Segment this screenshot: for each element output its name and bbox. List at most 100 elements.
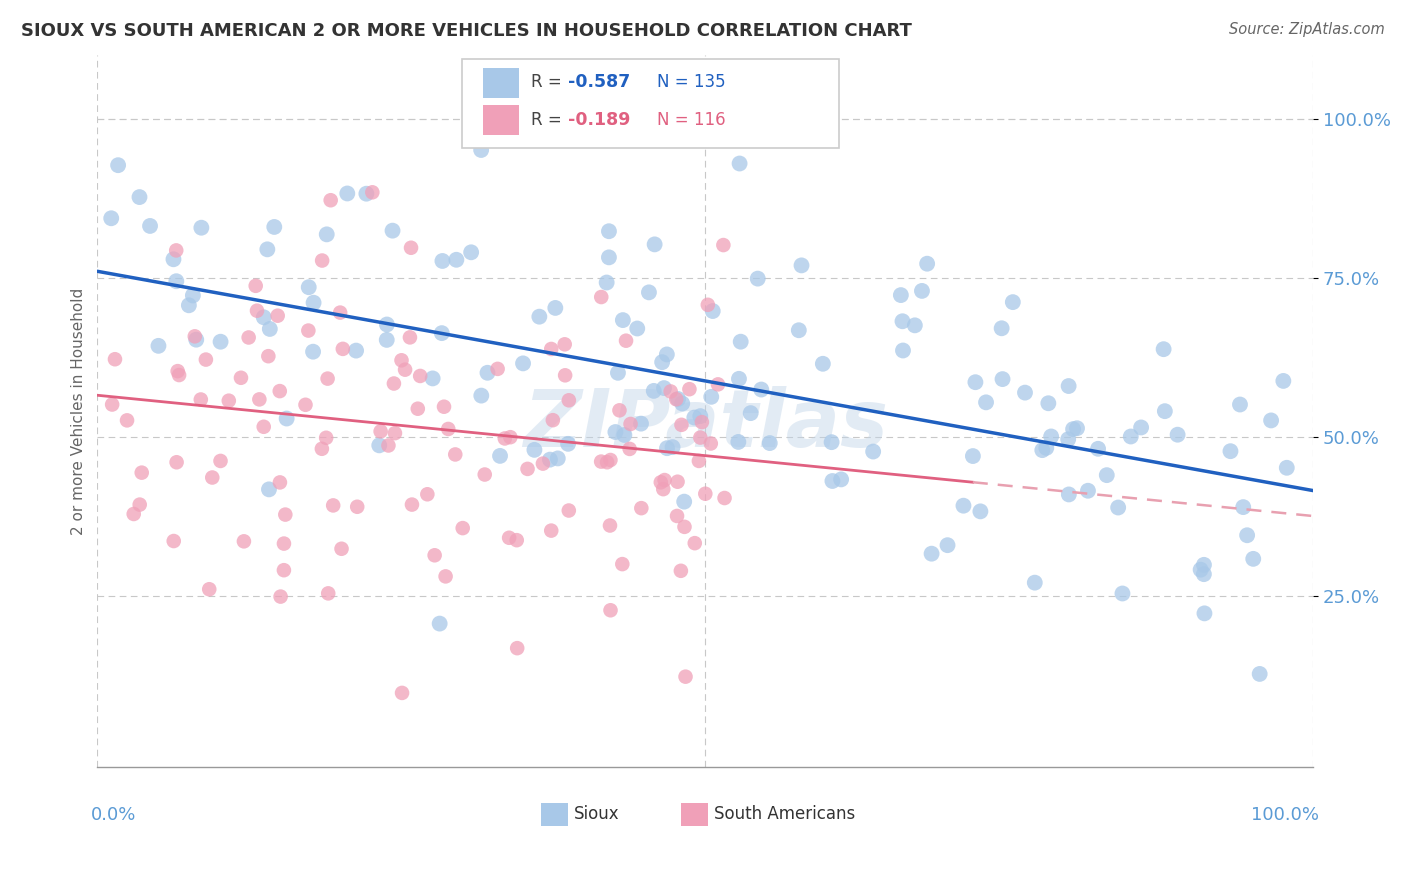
Bar [482, 105, 519, 135]
Point [391, 686, 413, 700]
Point [591, 454, 613, 468]
Point [433, 400, 456, 414]
Point [630, 501, 652, 516]
Point [749, 383, 772, 397]
Point [652, 381, 675, 395]
Point [538, 452, 561, 467]
Text: R =: R = [531, 73, 568, 91]
FancyBboxPatch shape [463, 59, 839, 148]
Point [936, 538, 959, 552]
Point [1275, 460, 1298, 475]
Point [673, 520, 696, 534]
Point [638, 285, 661, 300]
Point [974, 395, 997, 409]
Point [269, 384, 291, 398]
Point [259, 322, 281, 336]
Point [131, 466, 153, 480]
Point [1236, 528, 1258, 542]
Point [1111, 586, 1133, 600]
Point [830, 472, 852, 486]
Point [101, 397, 124, 411]
Text: 0.0%: 0.0% [91, 806, 136, 824]
Point [1038, 396, 1060, 410]
Point [630, 417, 652, 431]
Point [557, 437, 579, 451]
Point [499, 430, 522, 444]
Point [607, 366, 630, 380]
Point [423, 549, 446, 563]
Point [166, 455, 188, 469]
Point [540, 524, 562, 538]
Point [1119, 429, 1142, 443]
Point [1260, 413, 1282, 427]
Point [921, 547, 943, 561]
Point [612, 557, 634, 571]
Point [529, 310, 551, 324]
Point [184, 329, 207, 343]
Point [1057, 379, 1080, 393]
Point [437, 422, 460, 436]
Point [368, 438, 391, 452]
Point [391, 353, 413, 368]
Point [1153, 404, 1175, 418]
Point [381, 224, 404, 238]
Point [1219, 444, 1241, 458]
Point [599, 453, 621, 467]
Point [100, 211, 122, 226]
Point [688, 454, 710, 468]
Point [821, 474, 844, 488]
Point [811, 357, 834, 371]
Text: Source: ZipAtlas.com: Source: ZipAtlas.com [1229, 22, 1385, 37]
Point [614, 334, 637, 348]
Point [544, 301, 567, 315]
Point [671, 396, 693, 410]
Point [1272, 374, 1295, 388]
Point [506, 641, 529, 656]
Point [474, 467, 496, 482]
Point [229, 371, 252, 385]
Point [294, 398, 316, 412]
Point [711, 238, 734, 252]
Point [1192, 567, 1215, 582]
Point [256, 243, 278, 257]
Point [162, 252, 184, 267]
Point [707, 377, 730, 392]
Point [591, 290, 613, 304]
Point [609, 403, 631, 417]
Point [1077, 483, 1099, 498]
Point [209, 454, 232, 468]
Point [375, 333, 398, 347]
Point [911, 284, 934, 298]
Point [165, 274, 187, 288]
Point [245, 278, 267, 293]
Point [122, 507, 145, 521]
Point [346, 500, 368, 514]
Point [460, 245, 482, 260]
Point [489, 449, 512, 463]
Point [322, 499, 344, 513]
Point [190, 220, 212, 235]
Point [969, 504, 991, 518]
Point [516, 462, 538, 476]
Point [401, 498, 423, 512]
Point [904, 318, 927, 333]
Point [1062, 422, 1084, 436]
Point [274, 508, 297, 522]
Point [605, 425, 627, 439]
Point [319, 193, 342, 207]
Point [650, 475, 672, 490]
Point [727, 434, 749, 449]
Point [416, 487, 439, 501]
Point [598, 251, 620, 265]
Point [626, 321, 648, 335]
Point [689, 409, 711, 423]
Point [167, 368, 190, 382]
Point [1192, 558, 1215, 572]
Point [695, 487, 717, 501]
Point [696, 298, 718, 312]
Point [190, 392, 212, 407]
Point [675, 670, 697, 684]
Point [558, 503, 581, 517]
Point [683, 536, 706, 550]
Point [661, 440, 683, 454]
